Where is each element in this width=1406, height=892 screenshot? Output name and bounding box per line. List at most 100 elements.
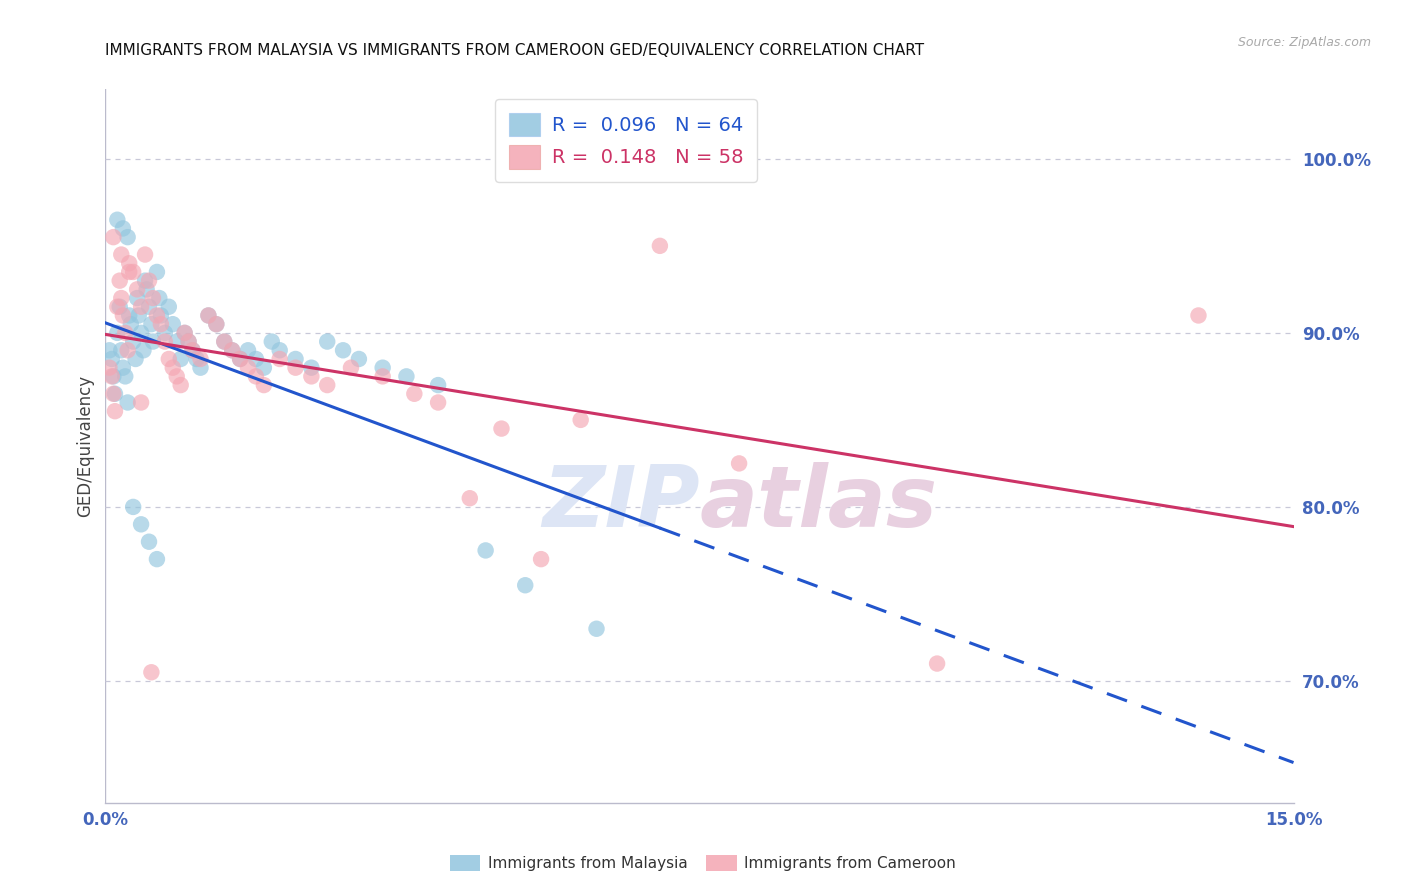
Text: atlas: atlas [700, 461, 938, 545]
Point [181, 343, 204, 358]
Point [236, 343, 259, 358]
Point [181, 343, 204, 358]
Point [157, 351, 180, 366]
Point [105, 326, 128, 340]
Point [138, 300, 160, 314]
Point [340, 360, 363, 375]
Point [214, 334, 236, 349]
Point [114, 326, 136, 340]
Point [395, 369, 418, 384]
Point [299, 360, 322, 375]
Point [105, 300, 128, 314]
Point [148, 291, 170, 305]
Point [101, 369, 124, 384]
Point [149, 309, 172, 323]
Point [269, 351, 291, 366]
Point [105, 212, 128, 227]
Point [1187, 309, 1209, 323]
Point [110, 247, 132, 261]
Point [316, 334, 339, 349]
Point [569, 413, 592, 427]
Point [173, 326, 195, 340]
Point [98, 343, 121, 358]
Point [316, 378, 339, 392]
Point [104, 404, 127, 418]
Point [205, 317, 228, 331]
Point [162, 360, 184, 375]
Point [108, 274, 131, 288]
Point [153, 326, 176, 340]
Point [101, 351, 124, 366]
Point [728, 457, 751, 471]
Point [103, 386, 125, 401]
Point [284, 351, 307, 366]
Point [117, 343, 139, 358]
Point [173, 326, 195, 340]
Point [132, 343, 155, 358]
Point [427, 378, 450, 392]
Point [371, 360, 394, 375]
Point [332, 343, 354, 358]
Point [177, 334, 200, 349]
Point [128, 309, 150, 323]
Point [229, 351, 252, 366]
Point [110, 343, 132, 358]
Point [245, 351, 267, 366]
Point [138, 274, 160, 288]
Point [146, 309, 169, 323]
Point [117, 395, 139, 409]
Point [103, 369, 125, 384]
Text: IMMIGRANTS FROM MALAYSIA VS IMMIGRANTS FROM CAMEROON GED/EQUIVALENCY CORRELATION: IMMIGRANTS FROM MALAYSIA VS IMMIGRANTS F… [105, 43, 925, 58]
Point [190, 360, 212, 375]
Point [118, 309, 141, 323]
Point [111, 221, 134, 235]
Point [103, 230, 125, 244]
Point [197, 309, 219, 323]
Point [166, 334, 188, 349]
Point [530, 552, 553, 566]
Point [205, 317, 228, 331]
Point [129, 300, 152, 314]
Point [515, 578, 537, 592]
Point [127, 282, 149, 296]
Point [138, 534, 160, 549]
Point [134, 247, 156, 261]
Point [127, 291, 149, 305]
Point [114, 369, 136, 384]
Point [135, 282, 157, 296]
Point [118, 256, 141, 270]
Point [122, 500, 145, 514]
Point [491, 421, 513, 435]
Point [149, 317, 172, 331]
Point [170, 378, 193, 392]
Text: Source: ZipAtlas.com: Source: ZipAtlas.com [1237, 36, 1371, 49]
Point [299, 369, 322, 384]
Point [427, 395, 450, 409]
Point [108, 300, 131, 314]
Point [221, 343, 243, 358]
Point [142, 291, 165, 305]
Point [186, 351, 208, 366]
Point [146, 265, 169, 279]
Point [177, 334, 200, 349]
Point [153, 334, 176, 349]
Point [371, 369, 394, 384]
Point [104, 386, 127, 401]
Point [269, 343, 291, 358]
Point [404, 386, 426, 401]
Text: ZIP: ZIP [541, 461, 700, 545]
Point [253, 360, 276, 375]
Point [117, 230, 139, 244]
Point [111, 309, 134, 323]
Point [245, 369, 267, 384]
Point [120, 317, 142, 331]
Legend: Immigrants from Malaysia, Immigrants from Cameroon: Immigrants from Malaysia, Immigrants fro… [444, 849, 962, 877]
Point [221, 343, 243, 358]
Legend: R =  0.096   N = 64, R =  0.148   N = 58: R = 0.096 N = 64, R = 0.148 N = 58 [495, 99, 756, 182]
Point [141, 317, 163, 331]
Point [229, 351, 252, 366]
Point [129, 326, 152, 340]
Point [122, 334, 145, 349]
Point [197, 309, 219, 323]
Y-axis label: GED/Equivalency: GED/Equivalency [76, 375, 94, 517]
